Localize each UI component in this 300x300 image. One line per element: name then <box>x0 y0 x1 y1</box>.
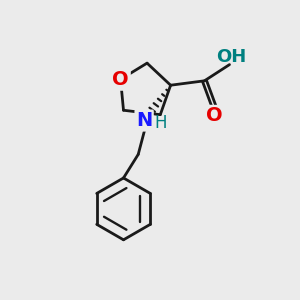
Text: O: O <box>112 70 129 89</box>
Text: O: O <box>206 106 223 125</box>
Text: N: N <box>136 111 152 130</box>
Text: OH: OH <box>216 48 246 66</box>
Text: H: H <box>154 115 167 133</box>
